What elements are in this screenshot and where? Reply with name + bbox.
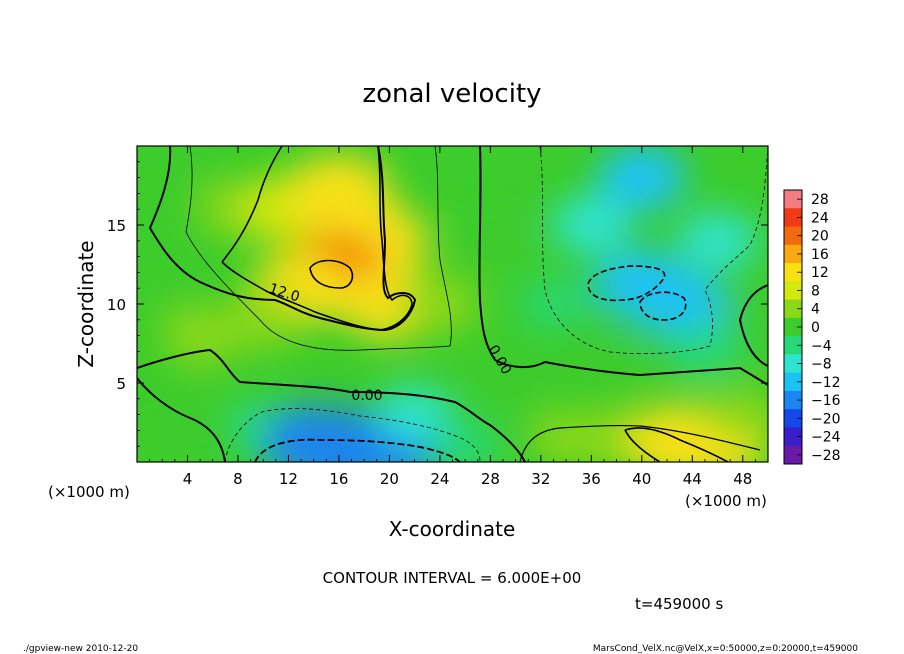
contour-neg6-right — [539, 146, 768, 355]
x-axis: 4 8 12 16 20 24 28 32 36 40 44 48 — [149, 146, 756, 488]
field-blob — [520, 279, 587, 329]
field-blob — [706, 387, 768, 442]
x-tick-label: 44 — [683, 470, 702, 488]
colorbar-label: 28 — [811, 192, 829, 208]
y-axis: 5 10 15 — [107, 161, 768, 447]
field-blob — [585, 343, 649, 391]
contour-zero-mid — [137, 348, 526, 462]
footer-right: MarsCond_VelX.nc@VelX,x=0:50000,z=0:2000… — [593, 644, 858, 654]
colorbar-cell — [784, 226, 802, 246]
colorbar-label: −28 — [811, 448, 841, 464]
velocity-field — [137, 146, 768, 462]
field-blob — [457, 216, 524, 266]
contour-12-bottom-right — [624, 427, 729, 462]
field-blob — [223, 290, 303, 350]
field-blob — [181, 375, 245, 423]
colorbar-cell — [784, 354, 802, 374]
colorbar-label: 4 — [811, 302, 820, 318]
contour-18 — [309, 259, 354, 289]
colorbar: 28 24 20 16 12 8 4 0 −4 −8 −12 −16 −20 −24 −28 — [783, 189, 841, 465]
x-axis-label: X-coordinate — [389, 517, 516, 541]
x-tick-label: 20 — [380, 470, 399, 488]
field-blob — [430, 420, 500, 462]
x-tick-label: 8 — [233, 470, 243, 488]
field-blob — [140, 151, 210, 204]
y-axis-label: Z-coordinate — [74, 240, 98, 367]
colorbar-label: −12 — [811, 375, 841, 391]
field-blob — [677, 211, 758, 271]
colorbar-label: −24 — [811, 430, 841, 446]
colorbar-label: 8 — [811, 283, 820, 299]
x-tick-label: 4 — [183, 470, 193, 488]
contour-6-thin — [185, 146, 452, 351]
x-tick-label: 16 — [329, 470, 348, 488]
chart-title: zonal velocity — [362, 79, 541, 109]
colorbar-cell — [784, 281, 802, 301]
colorbar-cell — [784, 263, 802, 282]
colorbar-label: −20 — [811, 411, 841, 427]
x-unit-right: (×1000 m) — [685, 492, 767, 510]
contour-neg12-b — [639, 291, 687, 321]
contour-neg12-bottom — [254, 438, 461, 462]
colorbar-cell — [784, 317, 802, 337]
colorbar-cell — [784, 190, 802, 209]
contour-zero-right — [478, 146, 768, 386]
time-label: t=459000 s — [635, 595, 723, 613]
field-blob — [160, 306, 240, 365]
x-unit-left: (×1000 m) — [48, 483, 130, 501]
colorbar-cell — [784, 390, 802, 410]
y-tick-label: 10 — [107, 296, 126, 314]
contour-lines — [137, 146, 768, 462]
x-tick-label: 40 — [632, 470, 651, 488]
field-blob — [400, 274, 480, 334]
contour-interval: CONTOUR INTERVAL = 6.000E+00 — [323, 569, 582, 587]
field-blob — [376, 386, 453, 443]
colorbar-label: 20 — [811, 229, 829, 245]
field-blob — [668, 324, 742, 379]
colorbar-label: 0 — [811, 320, 820, 336]
x-tick-label: 24 — [430, 470, 449, 488]
x-tick-label: 48 — [733, 470, 752, 488]
x-tick-label: 32 — [531, 470, 550, 488]
colorbar-label: 16 — [811, 247, 829, 263]
contour-label-zero-mid: 0.00 — [351, 388, 382, 404]
colorbar-cell — [784, 244, 802, 264]
colorbar-cell — [784, 208, 802, 228]
y-tick-label: 5 — [116, 375, 126, 393]
y-tick-label: 15 — [107, 217, 126, 235]
contour-6-bottom-right — [519, 425, 761, 462]
colorbar-label: −4 — [811, 338, 832, 354]
contour-12-upper — [221, 146, 413, 331]
contour-zero-lower-left — [137, 377, 226, 462]
colorbar-label: 12 — [811, 265, 829, 281]
footer-left: ./gpview-new 2010-12-20 — [23, 644, 138, 654]
colorbar-label: −16 — [811, 393, 841, 409]
x-tick-label: 36 — [582, 470, 601, 488]
colorbar-cell — [784, 299, 802, 319]
x-tick-label: 12 — [279, 470, 298, 488]
colorbar-cell — [784, 445, 802, 465]
field-blob — [551, 195, 631, 255]
contour-neg12-a — [587, 265, 666, 302]
field-blob — [480, 357, 551, 409]
colorbar-label: 24 — [811, 210, 829, 226]
field-blob — [137, 422, 182, 462]
field-blob — [137, 247, 196, 297]
colorbar-label: −8 — [811, 357, 832, 373]
field-blob — [597, 146, 687, 211]
x-tick-label: 28 — [481, 470, 500, 488]
colorbar-cell — [784, 372, 802, 392]
colorbar-cell — [784, 409, 802, 428]
plot-area: 12.0 0.00 0.00 — [137, 146, 768, 462]
colorbar-cell — [784, 336, 802, 355]
field-blob — [723, 296, 768, 344]
contour-neg6-bottom — [224, 408, 481, 462]
colorbar-cell — [784, 427, 802, 447]
